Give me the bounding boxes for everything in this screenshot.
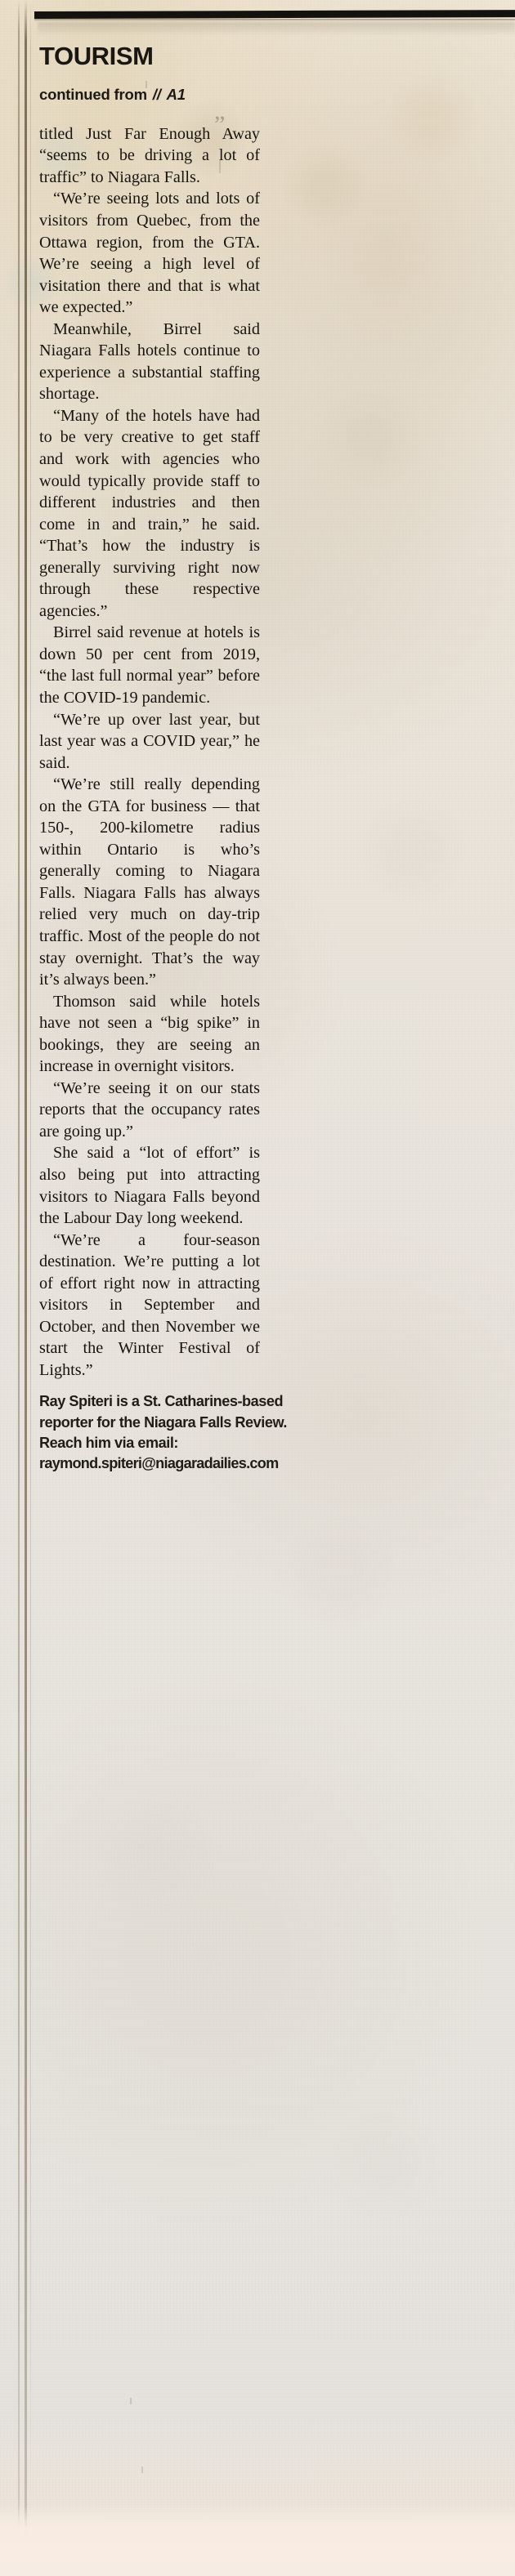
article-paragraph: Meanwhile, Birrel said Niagara Falls hot…: [39, 319, 260, 404]
continued-separator: //: [152, 85, 161, 103]
article-paragraph: “We’re seeing lots and lots of visitors …: [39, 190, 260, 317]
author-byline-block: Ray Spiteri is a St. Catharines-based re…: [39, 1391, 287, 1474]
article-paragraph: “We’re seeing it on our stats reports th…: [39, 1078, 260, 1141]
margin-tick-mark: [141, 2467, 143, 2473]
article-paragraph: She said a “lot of effort” is also being…: [39, 1144, 260, 1228]
column-rule-outer: [18, 0, 20, 2576]
top-rule-shadow: [34, 19, 515, 21]
byline-line: reporter for the Niagara Falls Review.: [39, 1413, 287, 1431]
byline-email[interactable]: raymond.spiteri@niagaradailies.com: [39, 1455, 279, 1472]
article-paragraph: “We’re a four-season destination. We’re …: [39, 1230, 260, 1379]
margin-tick-mark: [219, 160, 221, 173]
article-paragraph: titled Just Far Enough Away “seems to be…: [39, 124, 260, 186]
article-paragraph: Birrel said revenue at hotels is down 50…: [39, 623, 260, 707]
continued-from-label: continued from: [39, 85, 147, 103]
column-rule-main: [25, 0, 27, 2576]
column-rule-inner: [30, 0, 31, 2576]
byline-line: Ray Spiteri is a St. Catharines-based: [39, 1393, 284, 1410]
continued-from-line: continued from // A1: [39, 86, 260, 104]
article-column: TOURISM continued from // A1 titled Just…: [39, 0, 287, 1474]
margin-tick-mark: [130, 2398, 132, 2404]
page-bottom-edge: [0, 2506, 515, 2576]
byline-line: Reach him via email:: [39, 1434, 179, 1451]
article-paragraph: “We’re up over last year, but last year …: [39, 710, 260, 772]
article-paragraph: “We’re still really depending on the GTA…: [39, 775, 260, 989]
article-paragraph: Thomson said while hotels have not seen …: [39, 992, 260, 1076]
stray-quotation-mark-artifact: ”: [214, 111, 226, 138]
margin-tick-mark: [146, 81, 147, 88]
article-paragraph: “Many of the hotels have had to be very …: [39, 406, 260, 620]
continued-from-page: A1: [166, 85, 186, 103]
article-body: titled Just Far Enough Away “seems to be…: [39, 123, 260, 1382]
section-kicker: TOURISM: [39, 42, 154, 70]
